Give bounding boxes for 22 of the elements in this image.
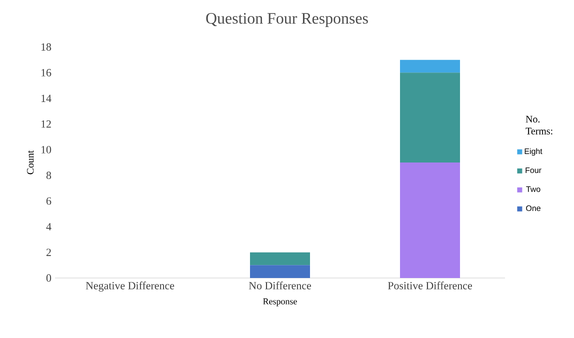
y-tick-label: 0	[46, 274, 52, 282]
y-axis-title: Count	[26, 150, 34, 174]
y-tick-label: 2	[46, 248, 51, 256]
bar	[400, 72, 460, 162]
y-tick-label: 8	[46, 172, 52, 180]
y-tick-label: 16	[41, 68, 52, 76]
bar	[250, 265, 310, 278]
bar	[400, 162, 460, 278]
x-tick-label: Positive Difference	[388, 282, 472, 290]
y-tick-label: 4	[46, 223, 52, 230]
bar	[250, 252, 310, 266]
bar	[400, 60, 460, 73]
x-axis-title: Response	[263, 298, 297, 306]
y-tick-label: 14	[41, 94, 52, 102]
y-tick-label: 6	[46, 197, 52, 205]
chart-title: Question Four Responses	[206, 13, 368, 27]
y-tick-label: 10	[41, 146, 52, 154]
y-tick-label: 12	[41, 120, 51, 128]
y-tick-label: 18	[41, 43, 52, 51]
legend-title: No. Terms:	[526, 116, 552, 134]
x-tick-label: No Difference	[248, 282, 312, 290]
x-tick-label: Negative Difference	[86, 282, 174, 292]
